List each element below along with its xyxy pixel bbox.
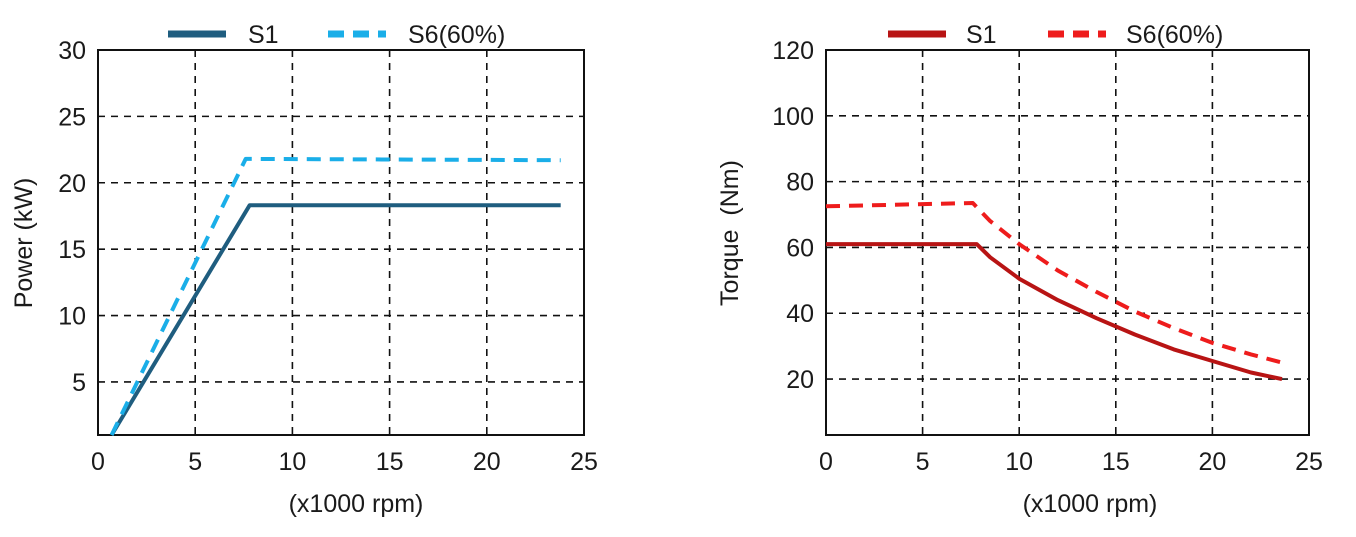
torque-x-tick-label-0: 0: [819, 448, 833, 476]
power-y-tick-label-4: 25: [58, 103, 86, 131]
power-chart: 0 5 10 15 20 25 5 10 15 20 25 30 (x1000 rpm) Power (k…: [10, 21, 598, 518]
power-x-tick-label-1: 5: [188, 448, 202, 476]
torque-x-tick-label-4: 20: [1198, 448, 1226, 476]
power-legend-label-s6: S6(60%): [408, 21, 505, 49]
power-x-tick-label-0: 0: [91, 448, 105, 476]
torque-y-tick-label-2: 60: [786, 234, 814, 262]
power-y-tick-label-2: 15: [58, 236, 86, 264]
power-y-axis-label: Power (kW): [10, 178, 38, 309]
torque-legend-label-s6: S6(60%): [1126, 21, 1223, 49]
torque-y-tick-label-3: 80: [786, 169, 814, 197]
torque-series-line-s6: [825, 201, 1283, 365]
torque-x-axis-label: (x1000 rpm): [1023, 490, 1158, 518]
torque-x-tick-label-3: 15: [1102, 448, 1130, 476]
power-plot-frame: [97, 49, 585, 436]
torque-chart: 0 5 10 15 20 25 20 40 60 80 100 120 (x1000 rpm) Torqu…: [716, 21, 1323, 518]
power-x-tick-label-5: 25: [570, 448, 598, 476]
torque-y-tick-label-4: 100: [772, 103, 814, 131]
torque-y-tick-label-0: 20: [786, 366, 814, 394]
torque-legend-label-s1: S1: [966, 21, 997, 49]
power-series-line-s6: [109, 156, 561, 436]
power-x-axis-label: (x1000 rpm): [289, 490, 424, 518]
power-y-tick-label-3: 20: [58, 170, 86, 198]
power-y-tick-label-0: 5: [72, 369, 86, 397]
power-x-tick-label-4: 20: [473, 448, 501, 476]
torque-y-axis-label: Torque (Nm): [716, 160, 744, 306]
torque-y-tick-label-5: 120: [772, 37, 814, 65]
torque-x-tick-label-2: 10: [1005, 448, 1033, 476]
torque-y-tick-label-1: 40: [786, 300, 814, 328]
power-y-tick-label-1: 10: [58, 303, 86, 331]
power-series-line-s1: [109, 203, 561, 437]
torque-series-line-s1: [826, 242, 1283, 382]
torque-x-tick-label-5: 25: [1295, 448, 1323, 476]
power-x-tick-label-2: 10: [278, 448, 306, 476]
power-legend-label-s1: S1: [248, 21, 279, 49]
power-y-tick-label-5: 30: [58, 37, 86, 65]
power-x-tick-label-3: 15: [376, 448, 404, 476]
torque-x-tick-label-1: 5: [916, 448, 930, 476]
